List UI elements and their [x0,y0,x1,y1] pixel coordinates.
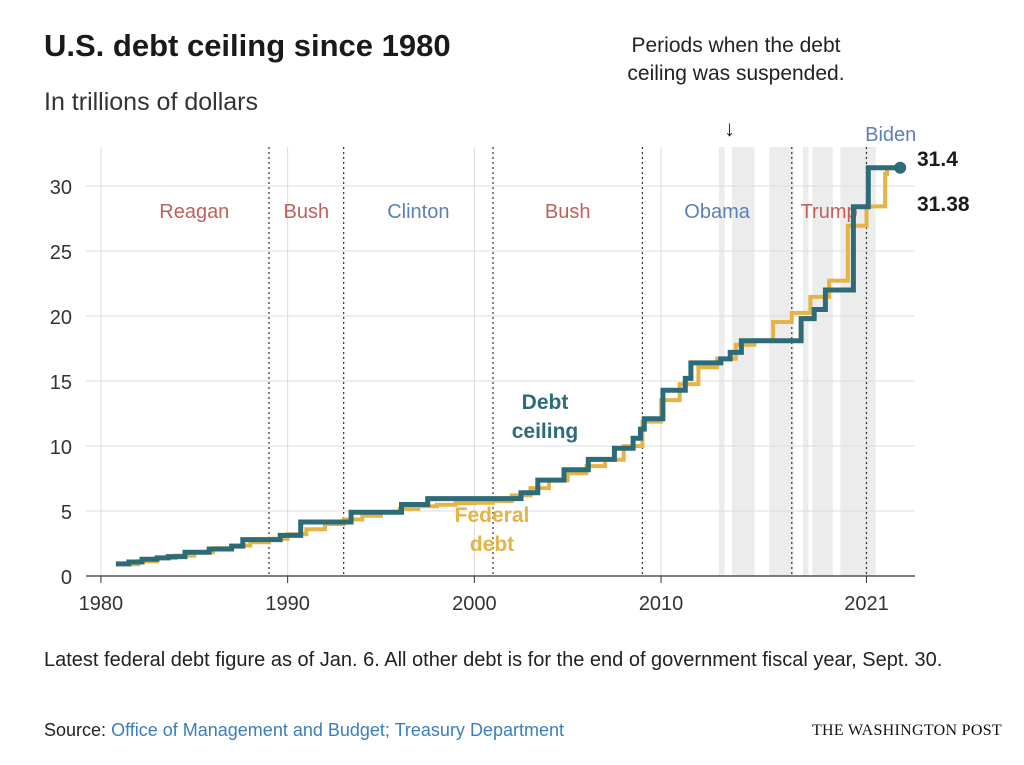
footnote: Latest federal debt figure as of Jan. 6.… [44,649,943,671]
debt-ceiling-end-value: 31.4 [917,148,958,171]
suspension-annotation: Periods when the debt ceiling was suspen… [627,34,845,85]
publisher-brand: THE WASHINGTON POST [811,722,1002,739]
y-tick-label: 5 [61,502,72,524]
series-labels: Debt ceiling Federal debt 31.4 31.38 [455,148,970,556]
x-tick-label: 1980 [79,593,124,615]
debt-ceiling-line [115,165,899,567]
president-label: Reagan [159,201,229,223]
suspension-band [840,147,876,576]
grid-lines [86,147,915,576]
x-tick-label: 2000 [452,593,497,615]
x-tick-label: 2010 [639,593,684,615]
down-arrow-icon: ↓ [724,116,735,141]
series-lines [115,161,907,567]
debt-ceiling-label: ceiling [512,420,579,443]
chart-subtitle: In trillions of dollars [44,88,258,116]
suspension-band [802,147,809,576]
president-label: Obama [684,201,750,223]
president-label: Bush [284,201,330,223]
y-tick-label: 20 [50,307,72,329]
debt-ceiling-chart: Reagan Bush Clinton Bush Obama Trump Biden 0 5 1… [50,124,970,615]
x-tick-label: 2021 [844,593,889,615]
source-line: Source: Office of Management and Budget;… [44,720,564,741]
federal-debt-end-value: 31.38 [917,193,970,216]
y-tick-label: 10 [50,437,72,459]
x-tick-label: 1990 [265,593,310,615]
debt-ceiling-end-dot [894,161,907,174]
federal-debt-label: debt [470,533,514,556]
y-tick-label: 15 [50,372,72,394]
suspension-bands [718,147,876,576]
chart-title: U.S. debt ceiling since 1980 [44,28,451,63]
y-tick-label: 25 [50,242,72,264]
debt-ceiling-label: Debt [522,391,569,414]
suspension-band [732,147,755,576]
president-label: Clinton [387,201,449,223]
suspension-band [769,147,794,576]
president-labels: Reagan Bush Clinton Bush Obama Trump Biden [159,124,916,223]
president-label: Bush [545,201,591,223]
axes: 0 5 10 15 20 25 30 1980 1990 2000 2010 2021 [50,177,915,615]
y-tick-label: 0 [61,567,72,589]
president-label: Biden [865,124,916,146]
source-label: Source: [44,720,107,740]
federal-debt-label: Federal [455,504,530,527]
y-tick-label: 30 [50,177,72,199]
source-link[interactable]: Office of Management and Budget; Treasur… [111,720,564,740]
president-label: Trump [801,201,858,223]
suspension-band [812,147,833,576]
